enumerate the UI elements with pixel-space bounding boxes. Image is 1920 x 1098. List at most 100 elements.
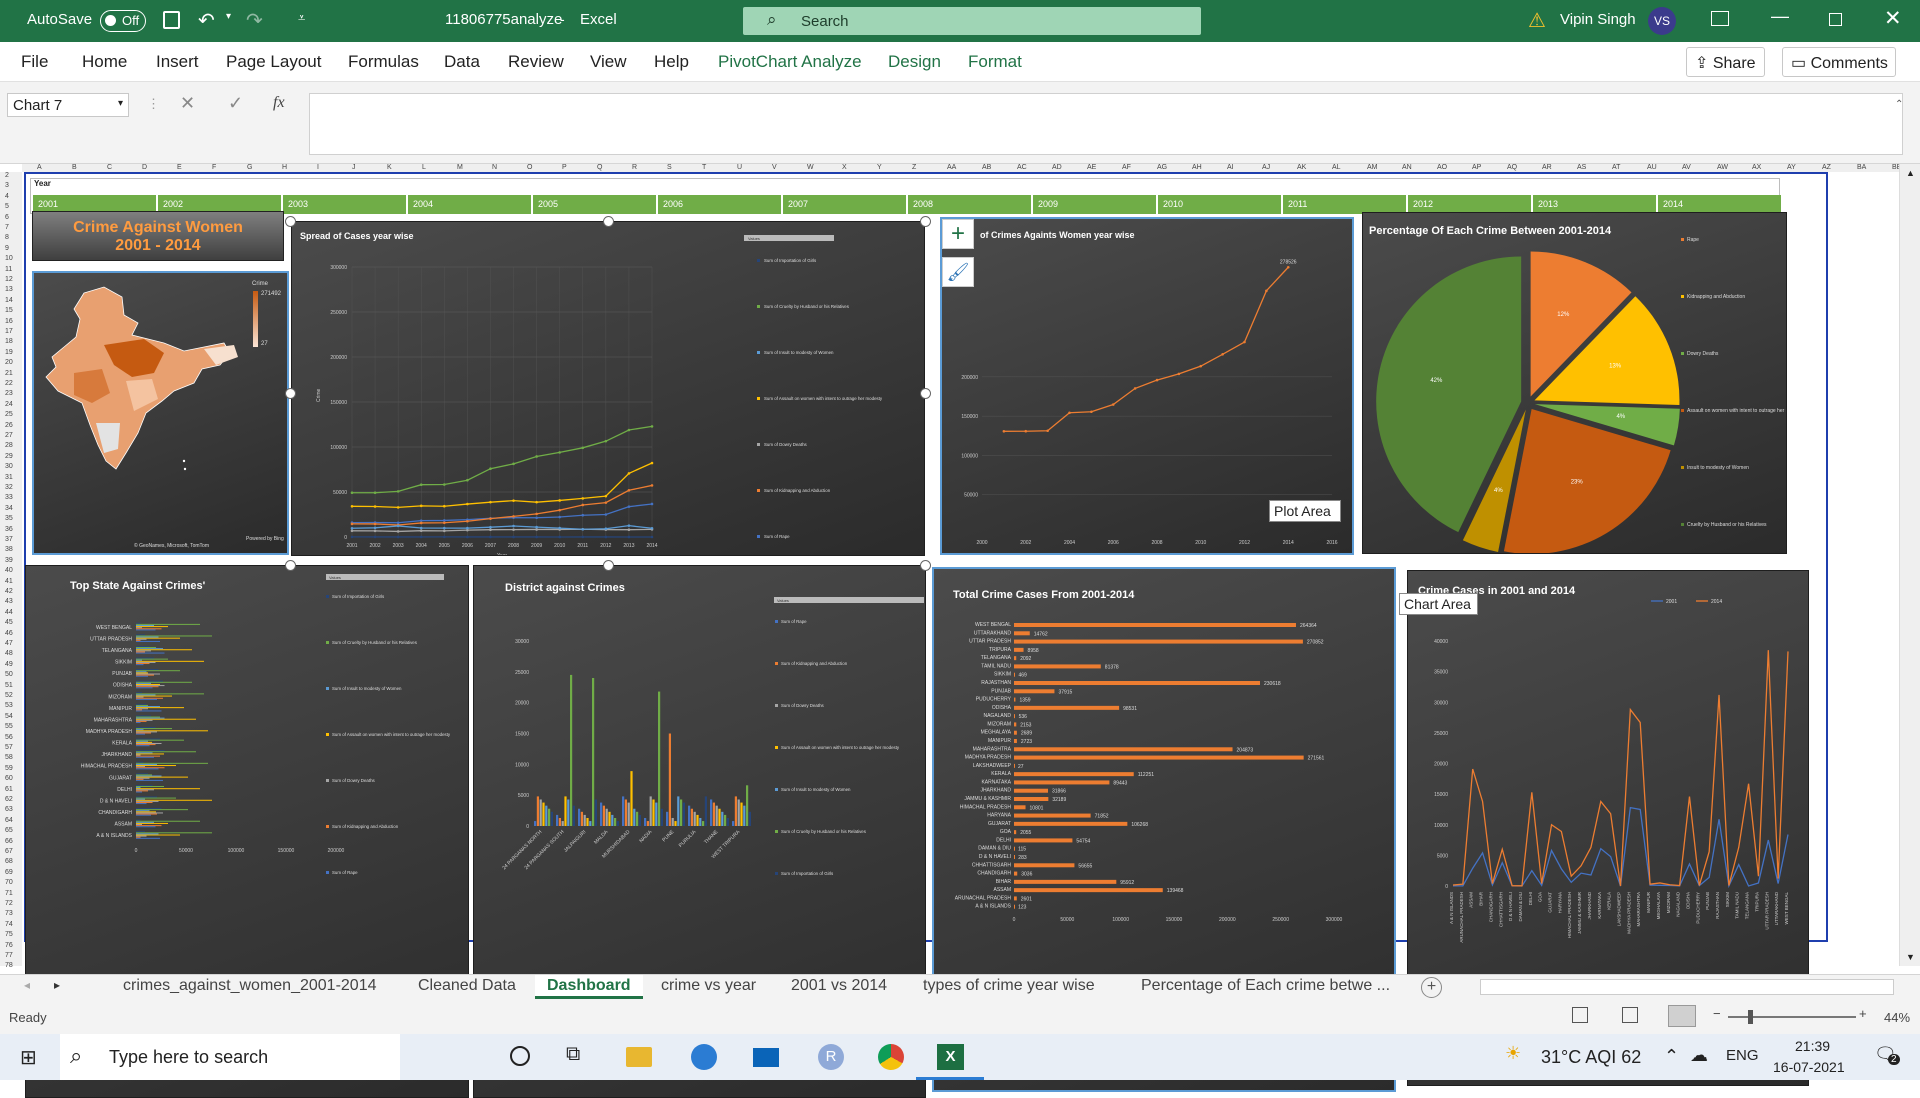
tab-review[interactable]: Review bbox=[508, 52, 564, 72]
resize-handle[interactable] bbox=[285, 388, 296, 399]
vertical-scrollbar[interactable]: ▲▼ bbox=[1899, 164, 1920, 966]
tab-formulas[interactable]: Formulas bbox=[348, 52, 419, 72]
sheet-tab[interactable]: crimes_against_women_2001-2014 bbox=[123, 977, 377, 995]
warning-icon[interactable]: ⚠ bbox=[1528, 8, 1546, 33]
slicer-year-button[interactable]: 2006 bbox=[658, 195, 783, 214]
tab-page-layout[interactable]: Page Layout bbox=[226, 52, 321, 72]
tab-home[interactable]: Home bbox=[82, 52, 127, 72]
tab-file[interactable]: File bbox=[21, 52, 48, 72]
chart-elements-button[interactable]: + bbox=[942, 219, 974, 249]
scroll-down-icon[interactable]: ▼ bbox=[1906, 952, 1915, 962]
column-header: BA bbox=[1857, 164, 1866, 171]
zoom-in-icon[interactable]: + bbox=[1859, 1006, 1867, 1021]
excel-icon[interactable]: X bbox=[937, 1044, 964, 1070]
taskbar-search[interactable]: ⌕ Type here to search bbox=[60, 1034, 400, 1080]
file-explorer-icon[interactable] bbox=[626, 1047, 652, 1067]
year-wise-chart[interactable]: of Crimes Againts Women year wise 500001… bbox=[940, 217, 1354, 555]
sheet-tab[interactable]: types of crime year wise bbox=[923, 977, 1095, 995]
resize-handle[interactable] bbox=[920, 388, 931, 399]
ribbon-display-icon[interactable] bbox=[1711, 11, 1729, 26]
collapse-formula-icon[interactable]: ⌃ bbox=[1895, 99, 1903, 110]
formula-input[interactable] bbox=[309, 93, 1903, 155]
cancel-icon[interactable]: ✕ bbox=[180, 93, 195, 114]
windows-start-icon[interactable]: ⊞ bbox=[20, 1045, 37, 1070]
insert-function-icon[interactable]: fx bbox=[273, 94, 285, 112]
sheet-tab[interactable]: Cleaned Data bbox=[418, 977, 516, 995]
enter-icon[interactable]: ✓ bbox=[228, 93, 243, 114]
close-icon[interactable]: ✕ bbox=[1884, 6, 1902, 31]
resize-handle[interactable] bbox=[920, 216, 931, 227]
minimize-icon[interactable]: — bbox=[1771, 6, 1789, 27]
slicer-year-button[interactable]: 2003 bbox=[283, 195, 408, 214]
avatar[interactable]: VS bbox=[1648, 7, 1676, 35]
tab-help[interactable]: Help bbox=[654, 52, 689, 72]
tray-chevron-icon[interactable]: ⌃ bbox=[1664, 1046, 1679, 1067]
sheet-tab[interactable]: crime vs year bbox=[661, 977, 756, 995]
scroll-up-icon[interactable]: ▲ bbox=[1906, 168, 1915, 178]
chart-styles-button[interactable]: 🖌 bbox=[942, 257, 974, 287]
autosave-toggle[interactable]: Off bbox=[100, 10, 146, 32]
slicer-year-button[interactable]: 2010 bbox=[1158, 195, 1283, 214]
clock-date[interactable]: 16-07-2021 bbox=[1773, 1059, 1845, 1075]
year-slicer[interactable]: Year 20012002200320042005200620072008200… bbox=[30, 178, 1780, 214]
data-point bbox=[420, 536, 423, 539]
save-icon[interactable] bbox=[163, 11, 180, 29]
name-box[interactable]: Chart 7▾ bbox=[7, 93, 129, 117]
tab-insert[interactable]: Insert bbox=[156, 52, 199, 72]
sheet-tab[interactable]: 2001 vs 2014 bbox=[791, 977, 887, 995]
sheet-tab-active[interactable]: Dashboard bbox=[535, 975, 643, 999]
resize-handle[interactable] bbox=[603, 216, 614, 227]
tab-pivotchart-analyze[interactable]: PivotChart Analyze bbox=[718, 52, 862, 72]
zoom-out-icon[interactable]: − bbox=[1713, 1006, 1721, 1021]
slicer-year-button[interactable]: 2009 bbox=[1033, 195, 1158, 214]
slicer-year-button[interactable]: 2007 bbox=[783, 195, 908, 214]
page-layout-view-icon[interactable] bbox=[1622, 1007, 1638, 1023]
zoom-thumb[interactable] bbox=[1748, 1010, 1753, 1024]
add-sheet-icon[interactable]: + bbox=[1421, 977, 1442, 998]
r-app-icon[interactable]: R bbox=[818, 1044, 844, 1070]
slicer-year-button[interactable]: 2005 bbox=[533, 195, 658, 214]
tab-data[interactable]: Data bbox=[444, 52, 480, 72]
horizontal-scrollbar[interactable] bbox=[1480, 979, 1894, 995]
customize-qat-icon[interactable]: ⩡ bbox=[298, 10, 305, 26]
comments-button[interactable]: ▭ Comments bbox=[1782, 47, 1896, 77]
tab-view[interactable]: View bbox=[590, 52, 627, 72]
slicer-year-button[interactable]: 2008 bbox=[908, 195, 1033, 214]
task-view-icon[interactable]: ⧉ bbox=[566, 1043, 580, 1066]
mail-icon[interactable] bbox=[753, 1048, 779, 1067]
page-break-view-icon[interactable] bbox=[1668, 1005, 1696, 1027]
sheet-tab[interactable]: Percentage of Each crime betwe ... bbox=[1141, 977, 1390, 995]
search-box[interactable]: ⌕ Search bbox=[743, 7, 1201, 35]
resize-handle[interactable] bbox=[603, 560, 614, 571]
sheet-grid[interactable]: ABCDEFGHIJKLMNOPQRSTUVWXYZAAABACADAEAFAG… bbox=[0, 164, 1920, 974]
weather-text[interactable]: 31°C AQI 62 bbox=[1541, 1047, 1641, 1068]
restore-icon[interactable] bbox=[1829, 13, 1842, 26]
zoom-level[interactable]: 44% bbox=[1884, 1010, 1910, 1025]
spread-chart[interactable]: Spread of Cases year wise 05000010000015… bbox=[291, 221, 925, 556]
resize-handle[interactable] bbox=[285, 560, 296, 571]
undo-dropdown-icon[interactable]: ▾ bbox=[226, 11, 231, 22]
chrome-icon[interactable] bbox=[878, 1044, 904, 1070]
tab-scroll-left-icon[interactable]: ◂ bbox=[24, 978, 30, 992]
data-label: 56655 bbox=[1078, 863, 1092, 869]
tab-design[interactable]: Design bbox=[888, 52, 941, 72]
normal-view-icon[interactable] bbox=[1572, 1007, 1588, 1023]
share-button[interactable]: ⇪ Share bbox=[1686, 47, 1765, 77]
tab-format[interactable]: Format bbox=[968, 52, 1022, 72]
language-indicator[interactable]: ENG bbox=[1726, 1047, 1759, 1064]
slicer-year-button[interactable]: 2004 bbox=[408, 195, 533, 214]
bar bbox=[694, 812, 696, 826]
clock-time[interactable]: 21:39 bbox=[1795, 1038, 1830, 1054]
redo-icon[interactable]: ↷ bbox=[246, 8, 263, 33]
data-label: 89443 bbox=[1113, 780, 1127, 786]
tab-scroll-right-icon[interactable]: ▸ bbox=[54, 978, 60, 992]
resize-handle[interactable] bbox=[285, 216, 296, 227]
network-icon[interactable]: ☁ bbox=[1690, 1045, 1708, 1066]
india-map-chart[interactable]: Crime 271492 27 Powered by Bing © GeoNam… bbox=[32, 271, 289, 555]
cortana-icon[interactable] bbox=[510, 1046, 530, 1066]
undo-icon[interactable]: ↶ bbox=[198, 8, 215, 33]
pie-chart[interactable]: Percentage Of Each Crime Between 2001-20… bbox=[1362, 212, 1787, 554]
edge-icon[interactable] bbox=[691, 1044, 717, 1070]
resize-handle[interactable] bbox=[920, 560, 931, 571]
zoom-slider[interactable] bbox=[1728, 1016, 1856, 1018]
